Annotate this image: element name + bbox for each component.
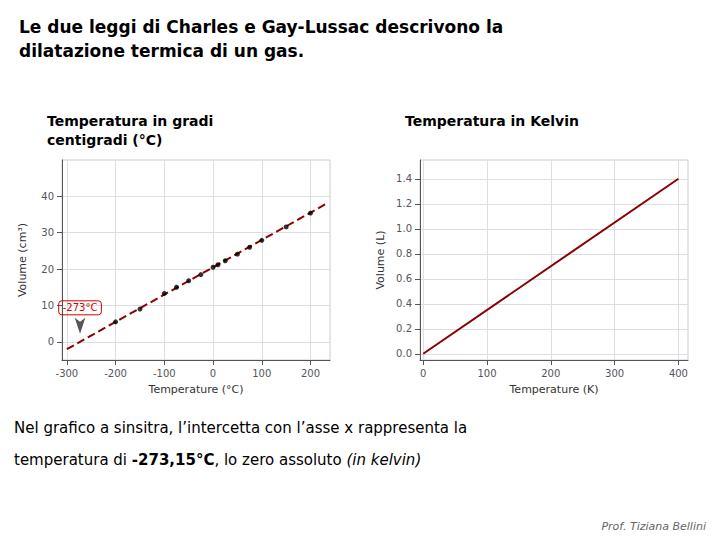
svg-text:dilatazione termica di un gas.: dilatazione termica di un gas. — [19, 41, 304, 61]
svg-text:0: 0 — [48, 336, 54, 347]
svg-text:Nel grafico a sinsitra, l’inte: Nel grafico a sinsitra, l’intercetta con… — [14, 419, 467, 437]
svg-text:Le due leggi di Charles e Gay-: Le due leggi di Charles e Gay-Lussac des… — [19, 17, 503, 37]
svg-text:Volume (L): Volume (L) — [374, 230, 387, 289]
svg-text:0.2: 0.2 — [396, 323, 412, 334]
svg-text:30: 30 — [41, 227, 54, 238]
svg-text:-200: -200 — [104, 368, 127, 379]
svg-text:40: 40 — [41, 191, 54, 202]
svg-text:Temperatura in gradi: Temperatura in gradi — [47, 113, 213, 129]
svg-text:0.6: 0.6 — [396, 273, 412, 284]
svg-text:0: 0 — [210, 368, 216, 379]
svg-text:20: 20 — [41, 264, 54, 275]
svg-text:Temperature (°C): Temperature (°C) — [148, 383, 244, 396]
svg-text:0.4: 0.4 — [396, 298, 412, 309]
svg-text:centigradi (°C): centigradi (°C) — [47, 132, 162, 148]
svg-text:Temperature (K): Temperature (K) — [509, 383, 599, 396]
svg-text:(in kelvin): (in kelvin) — [346, 451, 421, 469]
svg-text:10: 10 — [41, 300, 54, 311]
svg-text:1.4: 1.4 — [396, 173, 412, 184]
svg-text:0: 0 — [420, 368, 426, 379]
svg-text:-100: -100 — [153, 368, 176, 379]
svg-text:Temperatura in Kelvin: Temperatura in Kelvin — [405, 113, 579, 129]
svg-text:1.2: 1.2 — [396, 198, 412, 209]
svg-text:300: 300 — [605, 368, 624, 379]
svg-text:Volume (cm³): Volume (cm³) — [16, 223, 29, 297]
svg-text:200: 200 — [541, 368, 560, 379]
svg-text:200: 200 — [301, 368, 320, 379]
svg-text:-273,15°C: -273,15°C — [132, 451, 215, 469]
svg-text:100: 100 — [477, 368, 496, 379]
svg-text:0.0: 0.0 — [396, 348, 412, 359]
svg-text:temperatura di: temperatura di — [14, 451, 132, 469]
svg-text:0.8: 0.8 — [396, 248, 412, 259]
svg-text:100: 100 — [252, 368, 271, 379]
svg-text:1.0: 1.0 — [396, 223, 412, 234]
svg-text:Prof. Tiziana Bellini: Prof. Tiziana Bellini — [601, 520, 706, 533]
svg-text:400: 400 — [669, 368, 688, 379]
svg-text:, lo zero assoluto: , lo zero assoluto — [214, 451, 346, 469]
svg-text:-300: -300 — [56, 368, 79, 379]
svg-text:-273°C: -273°C — [63, 302, 98, 313]
